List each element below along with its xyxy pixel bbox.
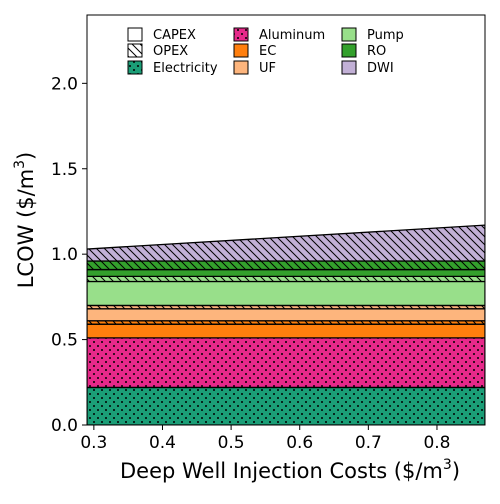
y-tick-label: 1.0 [51, 245, 78, 265]
x-tick-label: 0.7 [355, 433, 382, 453]
area-ro-capex [87, 269, 485, 277]
legend-swatch-hatch [234, 28, 248, 41]
stacked-areas [87, 224, 485, 425]
area-ro-opex-hatch [87, 261, 485, 270]
legend-item-pump: Pump [341, 27, 404, 43]
legend-item-ro: RO [341, 43, 386, 59]
area-dwi-opex-outline [87, 224, 485, 262]
y-tick-label: 0.0 [51, 416, 78, 436]
legend-item-electricity: Electricity [127, 60, 218, 76]
legend-swatch [342, 61, 356, 74]
x-tick-label: 0.8 [423, 433, 450, 453]
area-ec-capex [87, 324, 485, 338]
area-pump-opex-hatch [87, 276, 485, 282]
legend-item-aluminum: Aluminum [233, 27, 325, 43]
legend-item-dwi: DWI [341, 60, 394, 76]
legend-swatch-border [341, 60, 357, 75]
area-pump-capex [87, 281, 485, 306]
area-ec-opex-hatch [87, 320, 485, 325]
legend-item-opex: OPEX [127, 43, 188, 59]
legend-swatch-hatch [128, 61, 142, 74]
legend-swatch-border [127, 60, 143, 75]
x-tick-label: 0.5 [218, 433, 245, 453]
area-electricity-opex-hatch [87, 387, 485, 425]
legend-swatch-border [233, 43, 249, 58]
legend-swatch-border [341, 27, 357, 42]
y-axis-ticks: 0.0 0.5 1.0 1.5 2.0 [51, 74, 87, 436]
x-axis-ticks: 0.3 0.4 0.5 0.6 0.7 0.8 [80, 425, 450, 453]
legend-swatch-border [233, 60, 249, 75]
legend-label: Electricity [153, 61, 218, 76]
legend-item-uf: UF [233, 60, 276, 76]
plot-frame [86, 14, 486, 426]
y-tick-label: 1.5 [51, 160, 78, 180]
area-dwi-opex-hatch [87, 225, 485, 261]
legend-label: UF [259, 61, 276, 76]
y-axis-label: LCOW ($/m3) [12, 152, 38, 289]
legend-label: Aluminum [259, 28, 325, 43]
legend-swatch [342, 28, 356, 41]
legend-label: Pump [367, 28, 404, 43]
area-aluminum-opex-hatch [87, 337, 485, 388]
x-axis-label: Deep Well Injection Costs ($/m3) [120, 457, 460, 483]
legend-swatch-border [233, 27, 249, 42]
legend-item-capex: CAPEX [127, 27, 196, 43]
y-tick-label: 0.5 [51, 331, 78, 351]
x-tick-label: 0.4 [149, 433, 176, 453]
legend-label: EC [259, 44, 276, 59]
legend-swatch [128, 28, 142, 41]
y-tick-label: 2.0 [51, 74, 78, 94]
legend-swatch-hatch [128, 44, 142, 57]
legend-label: CAPEX [153, 28, 196, 43]
legend-label: RO [367, 44, 386, 59]
legend-label: OPEX [153, 44, 188, 59]
legend-label: DWI [367, 61, 394, 76]
legend-item-ec: EC [233, 43, 276, 59]
x-tick-label: 0.6 [286, 433, 313, 453]
x-tick-label: 0.3 [80, 433, 107, 453]
legend-swatch [234, 61, 248, 74]
legend-swatch [342, 44, 356, 57]
area-uf-capex [87, 308, 485, 321]
legend-swatch [234, 44, 248, 57]
legend-swatch-border [127, 27, 143, 42]
legend-swatch-border [127, 43, 143, 58]
area-uf-opex-hatch [87, 305, 485, 309]
legend-swatch-border [341, 43, 357, 58]
